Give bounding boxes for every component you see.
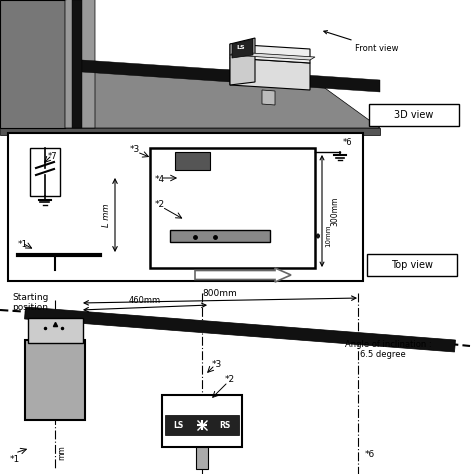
Polygon shape xyxy=(232,39,253,58)
FancyBboxPatch shape xyxy=(369,104,459,126)
Polygon shape xyxy=(230,52,315,60)
Polygon shape xyxy=(0,70,380,128)
Bar xyxy=(165,415,239,435)
Polygon shape xyxy=(82,60,380,92)
Text: Top view: Top view xyxy=(391,260,433,270)
Bar xyxy=(170,230,270,242)
Text: L mm: L mm xyxy=(102,203,111,227)
Bar xyxy=(175,152,210,170)
Polygon shape xyxy=(262,90,275,105)
Text: Starting: Starting xyxy=(12,293,48,302)
Text: *1: *1 xyxy=(10,455,20,464)
Polygon shape xyxy=(0,0,65,128)
Text: *3: *3 xyxy=(130,145,140,154)
Text: Angle of inclination :: Angle of inclination : xyxy=(345,340,432,349)
Text: *1: *1 xyxy=(18,240,28,249)
Text: LS: LS xyxy=(237,45,246,49)
Bar xyxy=(150,148,315,268)
Bar xyxy=(8,133,363,281)
Polygon shape xyxy=(25,307,456,352)
Text: *3: *3 xyxy=(212,360,222,369)
Text: Front view: Front view xyxy=(324,31,399,53)
Bar xyxy=(28,318,83,343)
Polygon shape xyxy=(230,44,310,63)
Text: 300mm: 300mm xyxy=(330,196,339,226)
Text: 460mm: 460mm xyxy=(129,296,161,305)
Text: *4: *4 xyxy=(155,175,165,184)
Text: RS: RS xyxy=(219,420,231,429)
Text: 6.5 degree: 6.5 degree xyxy=(360,350,406,359)
Bar xyxy=(162,395,242,447)
Text: *2: *2 xyxy=(155,200,165,209)
Bar xyxy=(25,340,85,420)
Text: *6: *6 xyxy=(365,450,375,459)
Polygon shape xyxy=(230,58,310,90)
Text: *7: *7 xyxy=(48,152,58,161)
Text: position: position xyxy=(12,303,48,312)
Polygon shape xyxy=(65,0,95,128)
Text: 10mm: 10mm xyxy=(325,225,331,247)
Bar xyxy=(30,148,60,196)
Text: 800mm: 800mm xyxy=(202,289,237,298)
Bar xyxy=(196,447,208,469)
Polygon shape xyxy=(72,0,82,128)
FancyBboxPatch shape xyxy=(367,254,457,276)
Text: *6: *6 xyxy=(343,138,353,147)
Text: LS: LS xyxy=(173,420,183,429)
Polygon shape xyxy=(230,38,255,85)
Text: 3D view: 3D view xyxy=(394,110,434,120)
Polygon shape xyxy=(0,128,380,135)
Text: mm: mm xyxy=(57,445,66,460)
FancyArrow shape xyxy=(195,268,291,282)
Text: *2: *2 xyxy=(225,375,235,384)
